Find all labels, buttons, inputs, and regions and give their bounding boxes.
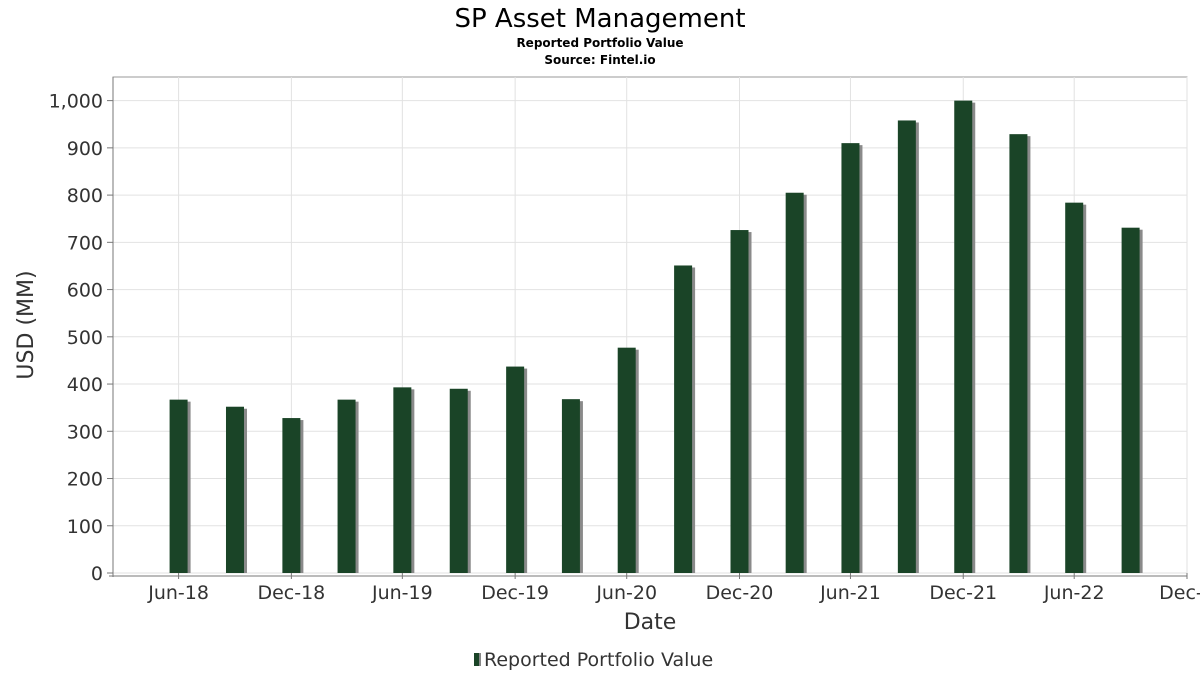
x-tick-labels: Jun-18 Dec-18 Jun-19 Dec-19 Jun-20 Dec-20 Jun-… — [147, 582, 1200, 604]
axes — [107, 77, 1188, 579]
y-tick-labels: 0 100 200 300 400 500 600 700 800 900 1,000 — [49, 91, 103, 585]
y-tick-label: 600 — [67, 280, 103, 302]
x-tick-label: Dec-21 — [929, 582, 997, 604]
legend-label: Reported Portfolio Value — [484, 649, 713, 671]
y-tick-label: 500 — [67, 327, 103, 349]
x-axis-title: Date — [624, 610, 677, 635]
x-tick-label: Jun-20 — [595, 582, 657, 604]
y-tick-label: 200 — [67, 469, 103, 491]
y-tick-label: 400 — [67, 374, 103, 396]
x-tick-label: Jun-21 — [819, 582, 881, 604]
x-tick-label: Dec-18 — [257, 582, 325, 604]
bar — [674, 265, 693, 573]
y-tick-label: 900 — [67, 138, 103, 160]
y-tick-label: 300 — [67, 421, 103, 443]
bar — [393, 387, 412, 573]
legend-swatch-shadow — [479, 653, 481, 666]
x-tick-label: Dec-2 — [1159, 582, 1200, 604]
x-tick-label: Dec-20 — [706, 582, 774, 604]
bar — [561, 399, 580, 573]
bar — [1009, 134, 1028, 574]
bar — [1065, 202, 1084, 574]
bar — [730, 230, 749, 573]
x-tick-label: Jun-19 — [371, 582, 433, 604]
bar — [954, 100, 973, 573]
bar — [617, 347, 636, 573]
bar — [282, 418, 301, 573]
bar — [506, 366, 525, 573]
x-tick-label: Jun-22 — [1043, 582, 1105, 604]
y-tick-label: 100 — [67, 516, 103, 538]
y-tick-label: 800 — [67, 185, 103, 207]
bar — [225, 406, 244, 573]
x-tick-label: Dec-19 — [481, 582, 549, 604]
bar — [337, 399, 356, 573]
y-tick-label: 1,000 — [49, 91, 103, 113]
bar — [449, 388, 468, 573]
y-tick-label: 0 — [91, 563, 103, 585]
chart-subtitle: Reported Portfolio Value — [516, 36, 683, 50]
bar — [785, 192, 804, 573]
y-tick-label: 700 — [67, 232, 103, 254]
bar — [897, 120, 916, 573]
chart-source: Source: Fintel.io — [544, 53, 655, 67]
legend-swatch — [474, 653, 479, 666]
bar — [841, 143, 860, 573]
bar — [169, 399, 188, 573]
y-axis-title: USD (MM) — [14, 270, 39, 379]
legend: Reported Portfolio Value — [474, 649, 713, 671]
bar — [1121, 227, 1140, 574]
bars — [169, 100, 1140, 574]
chart-title: SP Asset Management — [454, 4, 745, 34]
x-tick-label: Jun-18 — [147, 582, 209, 604]
